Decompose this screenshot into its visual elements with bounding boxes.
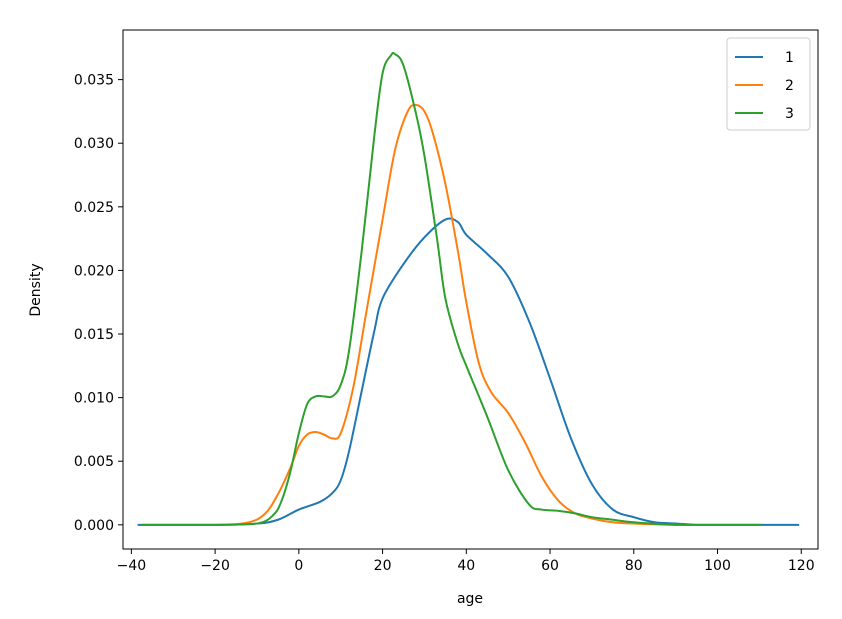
y-tick-label: 0.015 [74, 327, 114, 343]
legend-box [726, 37, 811, 131]
plot-frame [122, 29, 819, 550]
x-tick-label: 20 [374, 558, 392, 574]
y-tick-label: 0.005 [74, 454, 114, 470]
x-tick-label: 100 [704, 558, 731, 574]
y-tick-label: 0.000 [74, 518, 114, 534]
y-tick-label: 0.025 [74, 200, 114, 216]
x-tick-label: 120 [788, 558, 815, 574]
x-tick-label: −40 [117, 558, 147, 574]
legend-label-3: 3 [785, 106, 794, 122]
y-tick-label: 0.030 [74, 136, 114, 152]
x-tick-label: 60 [541, 558, 559, 574]
y-tick-label: 0.020 [74, 263, 114, 279]
y-tick-label: 0.035 [74, 73, 114, 89]
series-line-3 [141, 51, 762, 526]
y-axis-label: Density [28, 263, 44, 316]
legend-label-2: 2 [785, 78, 794, 94]
x-tick-label: 40 [457, 558, 475, 574]
x-tick-label: 80 [625, 558, 643, 574]
x-axis-label: age [457, 591, 483, 607]
y-axis: 0.000 0.005 0.010 0.015 0.020 0.025 0.030 0.035 [74, 73, 123, 534]
y-tick-label: 0.010 [74, 391, 114, 407]
legend: 1 2 3 [726, 37, 811, 131]
x-tick-label: 0 [294, 558, 303, 574]
series-line-1 [137, 217, 800, 526]
series-layer [137, 51, 800, 526]
x-axis: −40 −20 0 20 40 60 80 100 120 [117, 549, 815, 574]
legend-label-1: 1 [785, 50, 794, 66]
x-tick-label: −20 [200, 558, 230, 574]
